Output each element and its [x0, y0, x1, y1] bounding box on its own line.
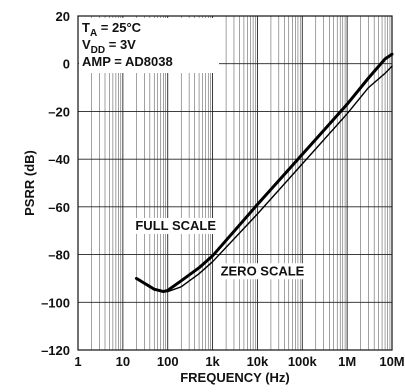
y-tick-label: –20: [48, 104, 70, 119]
x-tick-label: 100: [157, 354, 179, 369]
x-tick-label: 10k: [247, 354, 269, 369]
y-tick-label: –100: [41, 295, 70, 310]
y-tick-label: –80: [48, 248, 70, 263]
series-line-zero-scale: [162, 65, 393, 293]
x-axis-label: FREQUENCY (Hz): [180, 370, 290, 385]
y-tick-label: –60: [48, 200, 70, 215]
x-tick-label: 10M: [379, 354, 404, 369]
annotation-line: VDD = 3V: [82, 37, 136, 56]
plot-frame: [77, 15, 393, 351]
annotation-background: [79, 18, 219, 73]
x-tick-labels: 1 10 100 1k 10k 100k 1M 10M: [74, 354, 404, 369]
y-tick-label: 20: [56, 9, 70, 24]
series-label: FULL SCALE: [135, 218, 216, 233]
y-tick-label: –40: [48, 152, 70, 167]
x-tick-label: 100k: [288, 354, 318, 369]
y-tick-labels: 20 0 –20 –40 –60 –80 –100 –120: [41, 9, 70, 358]
y-axis-label: PSRR (dB): [22, 150, 37, 216]
series-line-full-scale: [134, 52, 394, 294]
series-label-background: [132, 217, 225, 234]
series-labels: FULL SCALE ZERO SCALE: [132, 217, 310, 280]
x-tick-label: 1: [74, 354, 81, 369]
y-tick-label: 0: [63, 57, 70, 72]
x-tick-label: 1M: [338, 354, 356, 369]
annotation-line: TA = 25°C: [82, 20, 142, 39]
series-label-background: [217, 263, 310, 280]
x-tick-label: 1k: [205, 354, 220, 369]
annotation-line: AMP = AD8038: [82, 54, 173, 69]
series-lines: [134, 52, 394, 294]
series-label: ZERO SCALE: [221, 263, 305, 278]
y-tick-label: –120: [41, 343, 70, 358]
x-tick-label: 10: [116, 354, 130, 369]
